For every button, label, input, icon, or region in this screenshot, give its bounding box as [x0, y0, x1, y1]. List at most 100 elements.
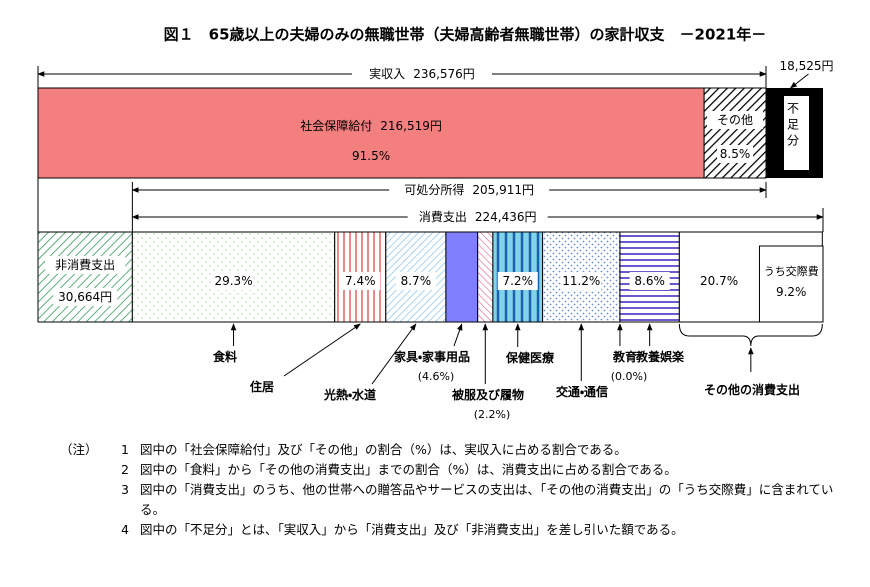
social-security-label-part: 社会保障給付 — [300, 118, 372, 133]
other-income-share-part: 8.5% — [720, 147, 751, 161]
item-label: 保健医療 — [505, 350, 555, 365]
item-label-part: 住居 — [249, 379, 274, 394]
label-bg — [707, 111, 764, 129]
share-label-part: 29.3% — [214, 274, 252, 288]
item-label-part: 教育 — [612, 349, 637, 364]
note-nt: 図中の「不足分」とは、「実収入」から「消費支出」及び「非消費支出」を差し引いた額… — [140, 522, 684, 537]
disposable-label: 可処分所得 205,911円 — [404, 182, 534, 197]
label-bg — [53, 288, 118, 306]
deficit-arrow — [789, 73, 809, 89]
share-label-part: (2.2%) — [474, 408, 511, 421]
share-label-part: 8.7% — [401, 274, 432, 288]
note-nh — [60, 480, 110, 520]
item-label: 被服及び履物 — [451, 387, 524, 402]
income-label-part: 実収入 — [369, 67, 405, 81]
non-consumption-value-part: 30,664円 — [58, 290, 112, 304]
other-income-label-part: その他 — [717, 113, 753, 127]
entertainment-share: 9.2% — [776, 285, 807, 299]
share-label: 7.4% — [345, 274, 376, 288]
label-bg — [561, 272, 602, 290]
consumption-label-part: 消費支出 — [419, 209, 467, 224]
note-nh — [60, 460, 110, 480]
item-label: その他の消費支出 — [704, 382, 800, 397]
income-label-part: 236,576円 — [413, 67, 475, 81]
share-label-part: 7.4% — [345, 274, 376, 288]
share-label: 7.2% — [502, 274, 533, 288]
non-consumption-label-part: 非消費支出 — [55, 257, 115, 272]
item-label: 交通・通信 — [556, 384, 608, 399]
item-label-part: 光熱・水道 — [323, 387, 376, 402]
share-label-part: (4.6%) — [418, 370, 455, 383]
disposable-label-part: 205,911円 — [472, 183, 534, 197]
share-label-part: 11.2% — [562, 274, 600, 288]
title: 図１ 65歳以上の夫婦のみの無職世帯（夫婦高齢者無職世帯）の家計収支 －2021… — [164, 26, 767, 44]
label-bg — [395, 272, 436, 290]
label-bg — [497, 272, 538, 290]
pointer — [453, 323, 463, 347]
deficit-value: 18,525円 — [780, 59, 834, 73]
other-income-label: その他 — [717, 113, 753, 127]
share-label-part: 20.7% — [700, 274, 738, 288]
label-bg — [407, 208, 548, 226]
share-label: 29.3% — [214, 274, 252, 288]
share-label: 11.2% — [562, 274, 600, 288]
pointer — [371, 323, 417, 385]
income-label: 実収入 236,576円 — [369, 67, 475, 81]
note-nh: （注） — [60, 442, 98, 457]
item-label: 食料 — [212, 349, 237, 364]
note: 3 図中の「消費支出」のうち、他の世帯への贈答品やサービスの支出は、「その他の消費… — [60, 480, 860, 520]
item-label-part: 保健医療 — [505, 350, 555, 365]
item-label-part: 食料 — [212, 349, 237, 364]
share-label: (0.0%) — [611, 370, 648, 383]
consumption-label-part: 224,436円 — [475, 210, 537, 224]
label-bg — [340, 272, 381, 290]
other-income-share: 8.5% — [720, 147, 751, 161]
note-nh — [60, 520, 110, 540]
note-nn: 2 — [121, 462, 129, 477]
brace — [678, 323, 823, 347]
bar — [37, 231, 133, 323]
note: 4 図中の「不足分」とは、「実収入」から「消費支出」及び「非消費支出」を差し引いた… — [60, 520, 860, 540]
note-nt: 図中の「食料」から「その他の消費支出」までの割合（%）は、消費支出に占める割合で… — [140, 462, 677, 477]
note: 2 図中の「食料」から「その他の消費支出」までの割合（%）は、消費支出に占める割合… — [60, 460, 860, 480]
label-bg — [389, 181, 550, 199]
entertainment-share-part: 9.2% — [776, 285, 807, 299]
diagram: 図１ 65歳以上の夫婦のみの無職世帯（夫婦高齢者無職世帯）の家計収支 －2021… — [37, 26, 834, 421]
disposable-label-part: 可処分所得 — [404, 182, 464, 197]
notes: （注） 1 図中の「社会保障給付」及び「その他」の割合（%）は、実収入に占める割合で… — [60, 440, 860, 540]
bar — [758, 245, 824, 323]
share-label: 8.6% — [634, 274, 665, 288]
pointer — [283, 323, 361, 377]
label-bg — [352, 65, 492, 83]
item-label-part: 教養娯楽 — [635, 349, 685, 364]
item-label: 住居 — [249, 379, 274, 394]
item-label: 教養娯楽 — [635, 349, 685, 364]
note-nn: 4 — [121, 522, 129, 537]
note-nn: 3 — [121, 482, 129, 497]
note-nn: 1 — [121, 442, 129, 457]
bar — [37, 87, 705, 179]
item-label-part: 交通・通信 — [556, 384, 608, 399]
item-label-part: 被服及び履物 — [451, 387, 524, 402]
label-bg — [629, 272, 670, 290]
label-bg — [699, 272, 740, 290]
social-security-share: 91.5% — [352, 149, 390, 163]
share-label-part: 7.2% — [502, 274, 533, 288]
share-label: (4.6%) — [418, 370, 455, 383]
bar — [477, 231, 494, 323]
social-security-label: 社会保障給付 216,519円 — [300, 118, 442, 133]
share-label: 8.7% — [401, 274, 432, 288]
label-bg — [717, 145, 754, 163]
share-label-part: (0.0%) — [611, 370, 648, 383]
share-label-part: 8.6% — [634, 274, 665, 288]
share-label: (2.2%) — [474, 408, 511, 421]
consumption-label: 消費支出 224,436円 — [419, 209, 537, 224]
deficit-label: 不足分 — [786, 102, 800, 150]
entertainment-label-part: うち交際費 — [764, 264, 819, 278]
entertainment-label: うち交際費 — [764, 264, 819, 278]
item-label-part: 家具・家事用品 — [394, 349, 470, 364]
item-label: 教育 — [612, 349, 637, 364]
social-security-label-part: 216,519円 — [380, 119, 442, 133]
inner-box — [784, 96, 810, 170]
